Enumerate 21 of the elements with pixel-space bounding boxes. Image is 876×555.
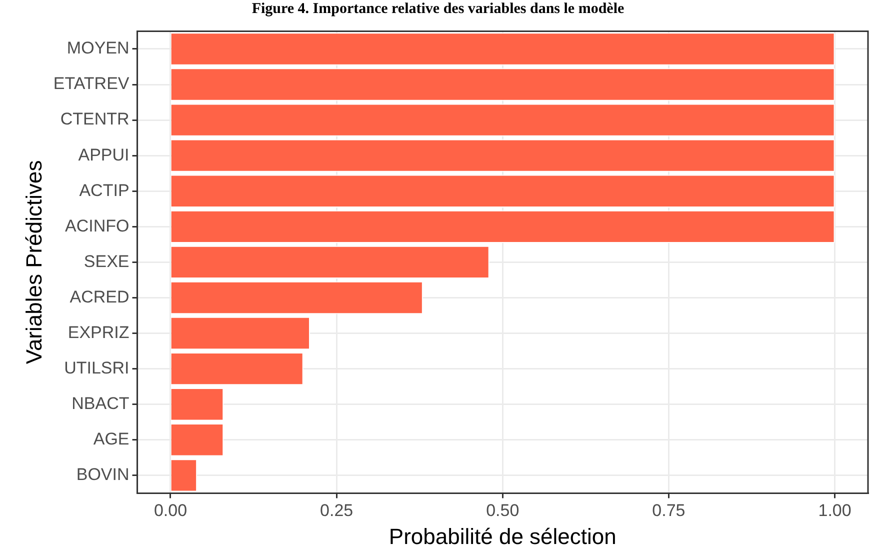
x-axis-title: Probabilité de sélection	[388, 524, 616, 549]
y-tick-label: MOYEN	[66, 38, 130, 58]
x-tick-label: 0.50	[486, 501, 520, 520]
y-tick-label: ACINFO	[65, 216, 130, 236]
y-tick-label: EXPRIZ	[68, 322, 130, 342]
y-tick-label: AGE	[93, 430, 130, 449]
y-tick-label: ACTIP	[79, 180, 130, 200]
y-tick-label: ACRED	[70, 287, 130, 306]
y-tick-label: ETATREV	[53, 74, 130, 94]
chart-title: Figure 4. Importance relative des variables dans le modèle	[250, 0, 626, 18]
y-tick-label: CTENTR	[60, 110, 130, 129]
x-tick-label: 1.00	[818, 501, 852, 520]
y-tick-label: NBACT	[72, 394, 130, 414]
y-tick-label: UTILSRI	[64, 358, 130, 378]
y-tick-label: BOVIN	[76, 465, 130, 484]
y-tick-label: APPUI	[78, 145, 130, 164]
y-axis-title: Variables Prédictives	[21, 160, 46, 364]
x-tick-label: 0.25	[320, 501, 354, 520]
x-tick-label: 0.75	[652, 501, 686, 520]
y-tick-label: SEXE	[84, 252, 130, 271]
x-tick-label: 0.00	[154, 501, 188, 520]
